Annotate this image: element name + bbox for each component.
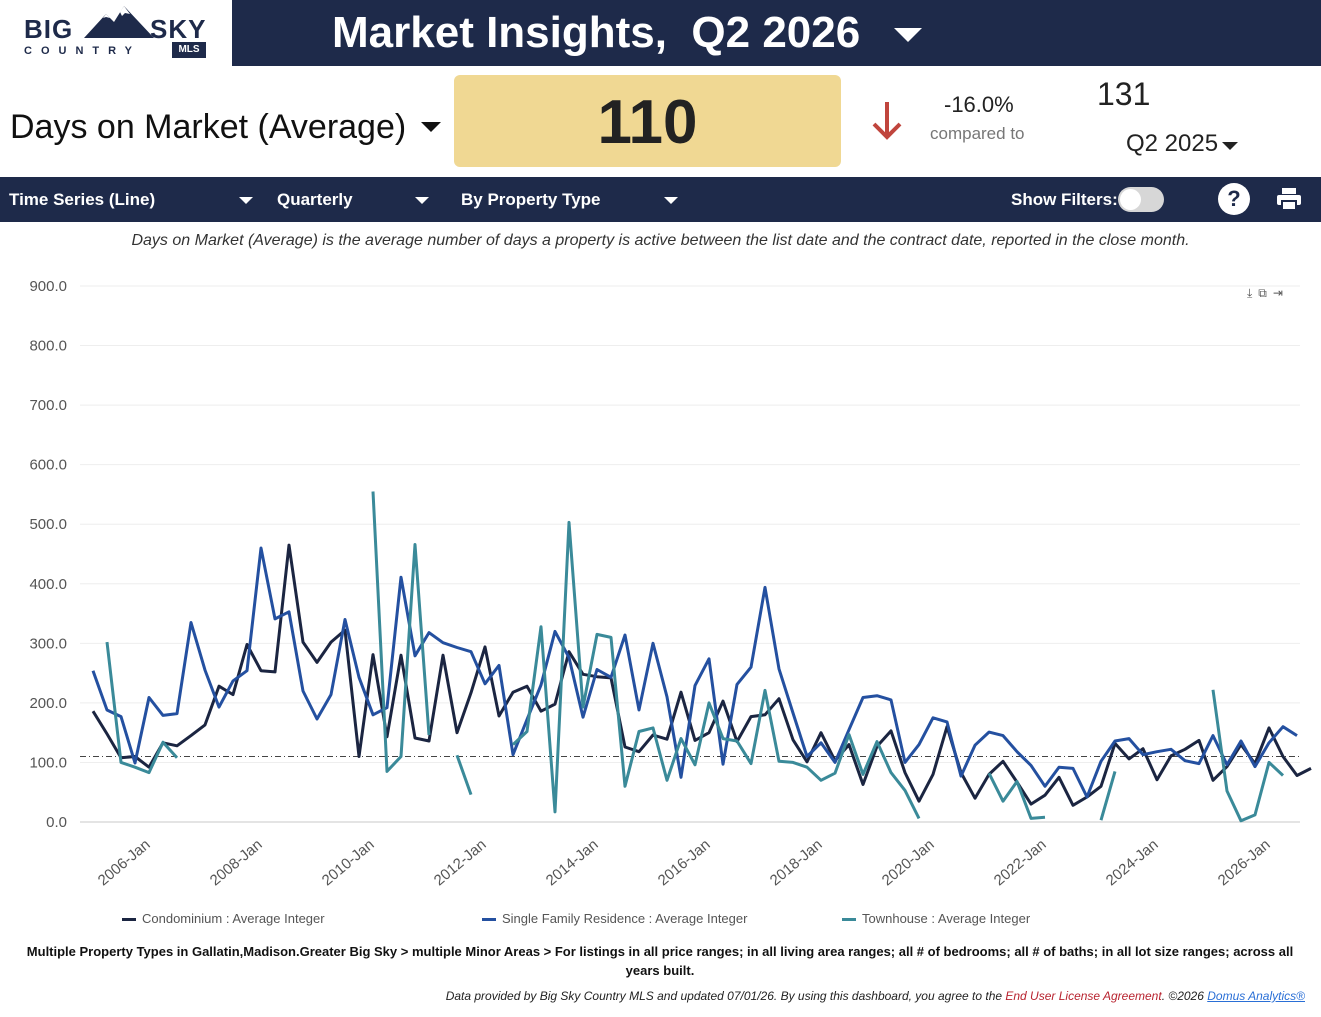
x-tick-label: 2016-Jan (655, 836, 714, 889)
logo-text-big: BIG (24, 14, 74, 44)
footer-text: Data provided by Big Sky Country MLS and… (445, 989, 1006, 1003)
x-axis-ticks: 2006-Jan 2008-Jan 2010-Jan 2012-Jan 2014-Jan… (95, 836, 1274, 889)
x-tick-label: 2008-Jan (207, 836, 266, 889)
footer-copyright: . ©2026 (1161, 989, 1208, 1003)
x-tick-label: 2010-Jan (319, 836, 378, 889)
y-tick-label: 200.0 (29, 695, 67, 712)
y-tick-label: 0.0 (46, 814, 67, 831)
y-tick-label: 400.0 (29, 576, 67, 593)
metric-value: 110 (454, 75, 841, 167)
interval-caret-icon[interactable] (415, 197, 429, 204)
filter-summary: Multiple Property Types in Gallatin,Madi… (26, 944, 1294, 978)
metric-dropdown-caret-icon[interactable] (421, 122, 441, 132)
grouping-caret-icon[interactable] (664, 197, 678, 204)
help-icon[interactable]: ? (1218, 183, 1250, 215)
legend-label-condo: Condominium : Average Integer (142, 911, 325, 926)
grouping-dropdown[interactable]: By Property Type (461, 190, 601, 209)
logo-text-sky: SKY (150, 14, 207, 44)
days-on-market-chart: 0.0 100.0 200.0 300.0 400.0 500.0 600.0 700.0 80… (29, 278, 1312, 889)
series-line-1 (91, 546, 1298, 799)
series-line-2 (105, 491, 1285, 823)
period-dropdown-caret-icon[interactable] (894, 28, 922, 42)
compared-to-label: compared to (930, 124, 1025, 143)
x-tick-label: 2024-Jan (1103, 836, 1162, 889)
x-tick-label: 2012-Jan (431, 836, 490, 889)
show-filters-label: Show Filters: (1011, 190, 1118, 209)
y-tick-label: 300.0 (29, 635, 67, 652)
x-tick-label: 2018-Jan (767, 836, 826, 889)
legend-label-townhouse: Townhouse : Average Integer (862, 911, 1031, 926)
eula-link[interactable]: End User License Agreement (1005, 989, 1162, 1003)
chart-type-dropdown[interactable]: Time Series (Line) (9, 190, 156, 209)
x-tick-label: 2026-Jan (1215, 836, 1274, 889)
legend-swatch-condo (122, 918, 136, 922)
y-tick-label: 800.0 (29, 338, 67, 355)
previous-value: 131 (1097, 76, 1151, 112)
chart-series (91, 491, 1312, 823)
chart-grid (80, 285, 1300, 823)
y-tick-label: 900.0 (29, 278, 67, 295)
mountain-icon (84, 6, 154, 38)
show-filters-toggle[interactable] (1118, 187, 1164, 212)
legend-swatch-sfr (482, 918, 496, 922)
brand-logo: BIG SKY COUNTRY MLS (0, 0, 232, 66)
page-title: Market Insights, Q2 2026 (332, 8, 861, 57)
previous-period-selector[interactable]: Q2 2025 (1126, 130, 1219, 157)
previous-period-caret-icon[interactable] (1222, 142, 1238, 150)
y-tick-label: 700.0 (29, 397, 67, 414)
y-tick-label: 500.0 (29, 516, 67, 533)
x-tick-label: 2020-Jan (879, 836, 938, 889)
chart-toolbar: Time Series (Line) Quarterly By Property… (0, 177, 1321, 222)
legend-swatch-townhouse (842, 918, 856, 922)
down-arrow-icon (872, 102, 902, 140)
chart-export-icons[interactable]: ⤓⧉⇥ (1247, 286, 1289, 300)
print-icon[interactable] (1276, 187, 1302, 211)
y-axis-ticks: 0.0 100.0 200.0 300.0 400.0 500.0 600.0 700.0 80… (29, 278, 67, 831)
x-tick-label: 2014-Jan (543, 836, 602, 889)
logo-text-country: COUNTRY (24, 45, 141, 57)
change-percent: -16.0% (944, 92, 1014, 117)
interval-dropdown[interactable]: Quarterly (277, 190, 353, 209)
legend-label-sfr: Single Family Residence : Average Intege… (502, 911, 748, 926)
legend-condo[interactable]: Condominium : Average Integer (122, 911, 325, 926)
legend-townhouse[interactable]: Townhouse : Average Integer (842, 911, 1030, 926)
title-bar: Market Insights, Q2 2026 (232, 0, 1321, 66)
logo-mls-badge: MLS (172, 42, 206, 58)
chart-type-caret-icon[interactable] (239, 197, 253, 204)
footer: Data provided by Big Sky Country MLS and… (0, 989, 1305, 1003)
y-tick-label: 100.0 (29, 754, 67, 771)
x-tick-label: 2006-Jan (95, 836, 154, 889)
toggle-knob (1120, 189, 1141, 210)
x-tick-label: 2022-Jan (991, 836, 1050, 889)
legend-sfr[interactable]: Single Family Residence : Average Intege… (482, 911, 747, 926)
metric-description: Days on Market (Average) is the average … (131, 232, 1190, 249)
domus-link[interactable]: Domus Analytics® (1207, 989, 1305, 1003)
metric-selector[interactable]: Days on Market (Average) (10, 108, 407, 146)
y-tick-label: 600.0 (29, 457, 67, 474)
